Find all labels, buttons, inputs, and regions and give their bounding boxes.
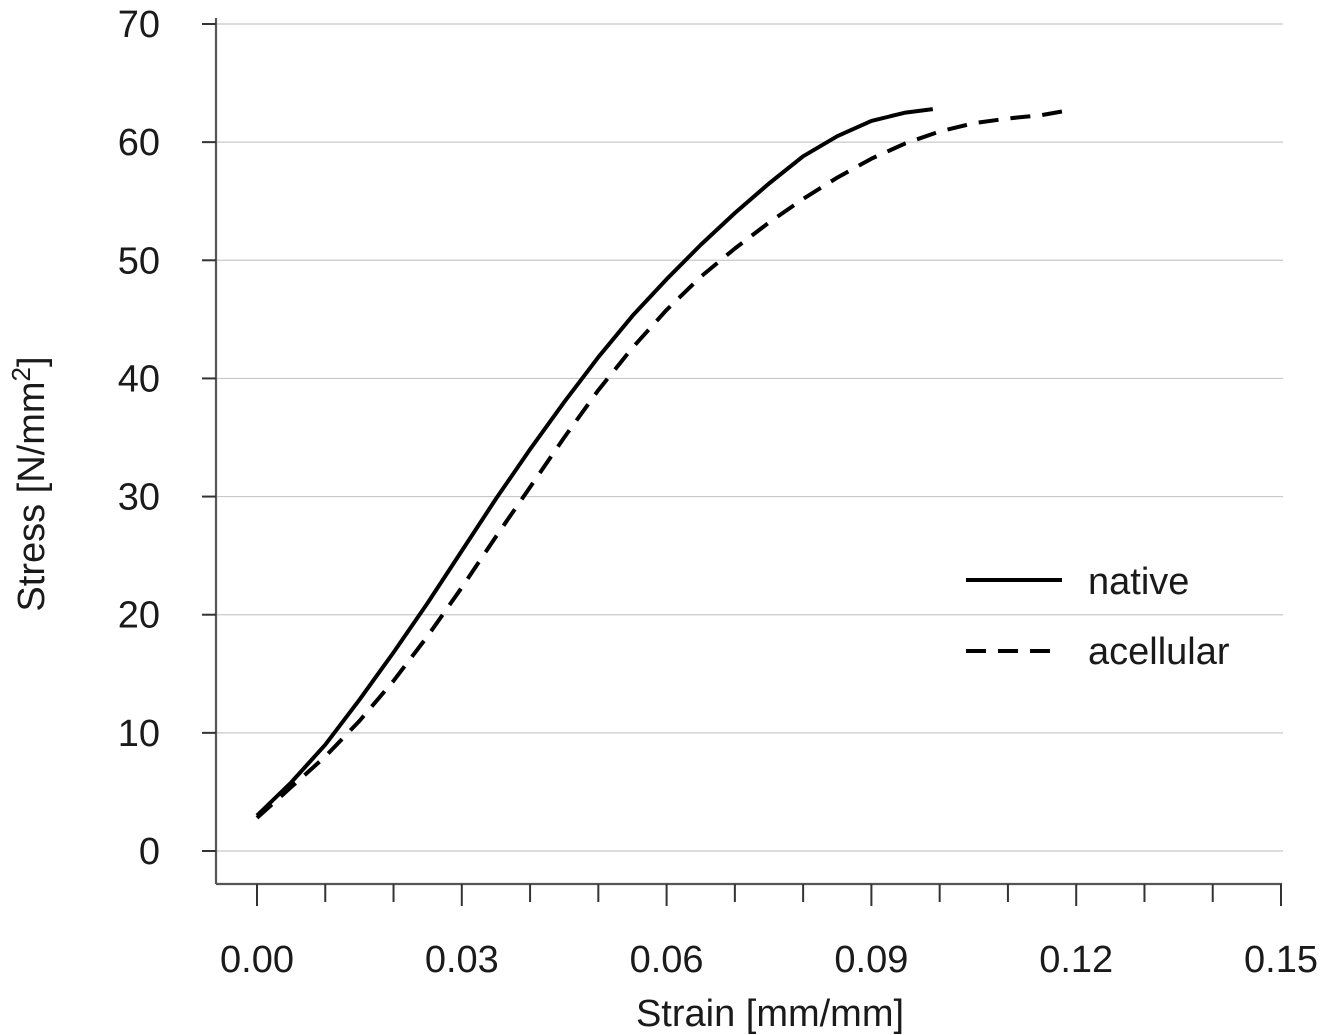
gridlines — [216, 23, 1283, 852]
x-axis-title: Strain [mm/mm] — [636, 993, 904, 1035]
series-line-native — [255, 107, 934, 818]
x-tick-label-0.09: 0.09 — [834, 939, 908, 981]
legend: native acellular — [966, 561, 1230, 673]
x-tick-label-0.06: 0.06 — [630, 939, 704, 981]
legend-label-native: native — [1088, 561, 1189, 603]
y-axis-title-superscript: 2 — [6, 367, 36, 381]
ticks: 0 10 20 30 40 50 60 70 0.00 0.03 0.06 0.09 0.12 0.15 — [118, 4, 1318, 981]
y-axis-title-suffix: ] — [11, 356, 53, 367]
y-tick-label-70: 70 — [118, 4, 160, 46]
x-tick-label-0.03: 0.03 — [425, 939, 499, 981]
series-line-acellular — [255, 109, 1063, 820]
y-tick-label-40: 40 — [118, 358, 160, 400]
axes — [214, 18, 1282, 886]
y-tick-label-10: 10 — [118, 713, 160, 755]
x-tick-label-0.12: 0.12 — [1039, 939, 1113, 981]
y-tick-label-30: 30 — [118, 477, 160, 519]
y-tick-label-60: 60 — [118, 122, 160, 164]
y-axis-title: Stress [N/mm2] — [6, 356, 53, 611]
y-tick-label-50: 50 — [118, 240, 160, 282]
series-lines — [255, 107, 1063, 820]
y-tick-label-0: 0 — [139, 831, 160, 873]
x-tick-label-0.15: 0.15 — [1244, 939, 1318, 981]
y-tick-label-20: 20 — [118, 595, 160, 637]
x-tick-label-0.00: 0.00 — [220, 939, 294, 981]
legend-label-acellular: acellular — [1088, 631, 1230, 673]
